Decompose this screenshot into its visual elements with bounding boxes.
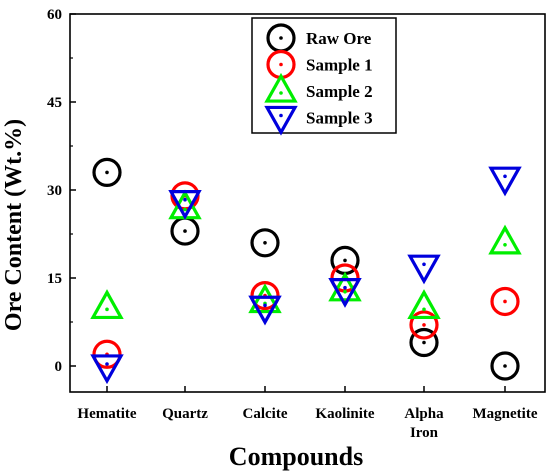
data-point [490,286,520,317]
x-tick-label: Magnetite [473,406,538,422]
x-tick-label: Iron [410,425,439,441]
x-tick-label: Kaolinite [315,406,375,422]
data-point [488,166,522,197]
legend-label: Sample 3 [306,109,373,128]
data-point [488,224,522,255]
y-tick-label: 30 [47,183,62,199]
x-tick-label: Alpha [404,406,444,422]
legend: Raw Ore Sample 1 Sample 2 Sample 3 [251,17,397,136]
data-point [328,278,362,308]
data-point [490,351,520,381]
data-point [92,157,122,187]
series-sample-3 [90,166,522,385]
data-point [90,289,124,320]
y-tick-label: 60 [47,7,62,23]
x-tick-label: Hematite [77,406,136,422]
data-point [409,310,439,340]
data-markers [90,157,522,385]
legend-entry: Sample 3 [264,105,373,136]
data-point [407,289,441,320]
y-tick-label: 15 [47,271,62,287]
data-point [170,216,200,246]
y-axis-title: Ore Content (Wt.%) [1,119,27,331]
series-sample-2 [90,189,522,320]
legend-label: Sample 2 [306,82,373,101]
legend-marker [264,72,298,103]
y-axis-ticks: 0 15 30 45 60 [47,7,76,375]
legend-entry: Sample 1 [266,49,373,80]
data-point [248,295,282,326]
plot-frame [69,13,546,393]
x-tick-label: Calcite [243,406,288,422]
legend-marker [264,105,298,136]
data-point [409,327,439,358]
data-point [328,271,362,302]
data-point [250,228,280,258]
plot-area [69,13,546,393]
x-axis-title: Compounds [229,442,363,471]
legend-entry: Sample 2 [264,72,373,103]
y-tick-label: 0 [55,359,63,375]
series-sample-1 [92,181,520,369]
y-tick-label: 45 [47,95,62,111]
legend-label: Raw Ore [306,29,372,48]
legend-label: Sample 1 [306,56,373,75]
data-point [168,190,202,220]
data-point [90,354,124,385]
x-tick-label: Quartz [162,406,208,422]
data-point [407,254,441,285]
series-raw-ore [92,157,520,381]
x-axis-ticks: Hematite Quartz Calcite Kaolinite Alpha Iron M… [77,386,538,441]
